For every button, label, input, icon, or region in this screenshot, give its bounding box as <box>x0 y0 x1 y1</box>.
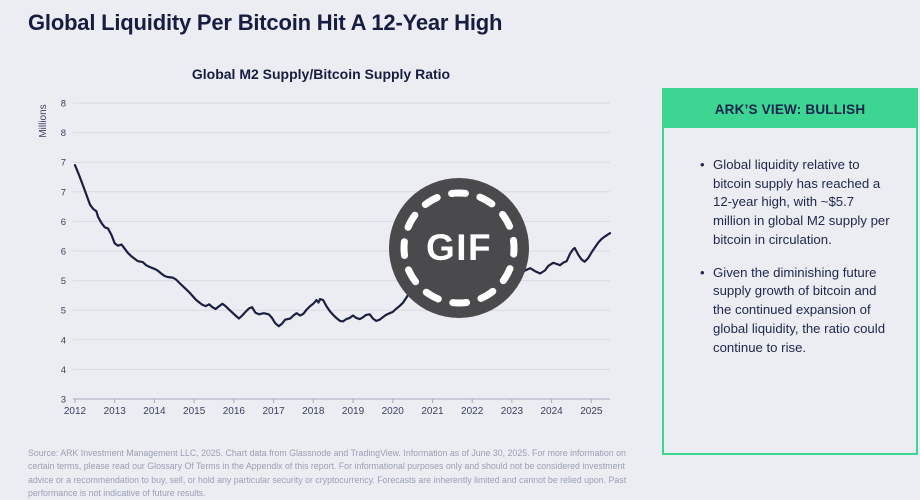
page-title: Global Liquidity Per Bitcoin Hit A 12-Ye… <box>28 10 503 35</box>
y-tick-label: 8 <box>61 99 66 110</box>
arks-view-panel: ARK’S VIEW: BULLISH • Global liquidity re… <box>662 88 918 455</box>
bullet-text: Given the diminishing future supply grow… <box>713 264 886 355</box>
y-tick-label: 5 <box>61 276 66 287</box>
y-tick-label: 3 <box>61 395 66 406</box>
chart-title: Global M2 Supply/Bitcoin Supply Ratio <box>191 66 451 82</box>
gif-badge-label: GIF <box>425 227 493 269</box>
y-tick-label: 5 <box>61 306 66 317</box>
x-tick-label: 2020 <box>382 406 405 417</box>
x-tick-label: 2018 <box>302 406 325 417</box>
bullet-text: Global liquidity relative to bitcoin sup… <box>713 157 890 247</box>
disclaimer-text: Source: ARK Investment Management LLC, 2… <box>28 448 627 499</box>
x-tick-label: 2014 <box>143 406 166 417</box>
y-tick-label: 4 <box>61 365 66 376</box>
panel-bullet-list: • Global liquidity relative to bitcoin su… <box>700 156 892 357</box>
gif-badge-ring <box>389 178 530 319</box>
x-tick-label: 2024 <box>540 406 563 417</box>
x-tick-label: 2013 <box>104 406 127 417</box>
x-tick-label: 2012 <box>64 406 87 417</box>
bullet-dot: • <box>700 264 705 280</box>
gif-badge-circle <box>389 178 530 319</box>
y-tick-label: 7 <box>61 187 66 198</box>
m2-btc-ratio-line <box>73 164 612 328</box>
bullet-dot: • <box>700 157 705 172</box>
panel-bullet: • Given the diminishing future supply gro… <box>700 264 892 358</box>
panel-header: ARK’S VIEW: BULLISH <box>664 90 916 128</box>
x-tick-label: 2019 <box>342 406 365 417</box>
gif-badge-dashed-ring <box>400 189 518 307</box>
y-tick-label: 4 <box>61 335 66 346</box>
y-tick-label: 6 <box>61 247 66 258</box>
panel-bullet: • Global liquidity relative to bitcoin su… <box>700 156 892 250</box>
panel-body: • Global liquidity relative to bitcoin su… <box>664 128 916 357</box>
x-tick-label: 2015 <box>183 406 206 417</box>
x-tick-label: 2017 <box>262 406 285 417</box>
x-tick-label: 2021 <box>421 406 444 417</box>
x-tick-label: 2023 <box>501 406 524 417</box>
x-tick-label: 2025 <box>580 406 603 417</box>
gif-badge[interactable]: GIF <box>389 178 530 319</box>
x-tick-label: 2016 <box>223 406 246 417</box>
x-tick-label: 2022 <box>461 406 484 417</box>
y-tick-label: 8 <box>61 128 66 139</box>
y-axis-title: Millions <box>38 104 49 137</box>
y-tick-label: 7 <box>61 158 66 169</box>
y-tick-label: 6 <box>61 217 66 228</box>
